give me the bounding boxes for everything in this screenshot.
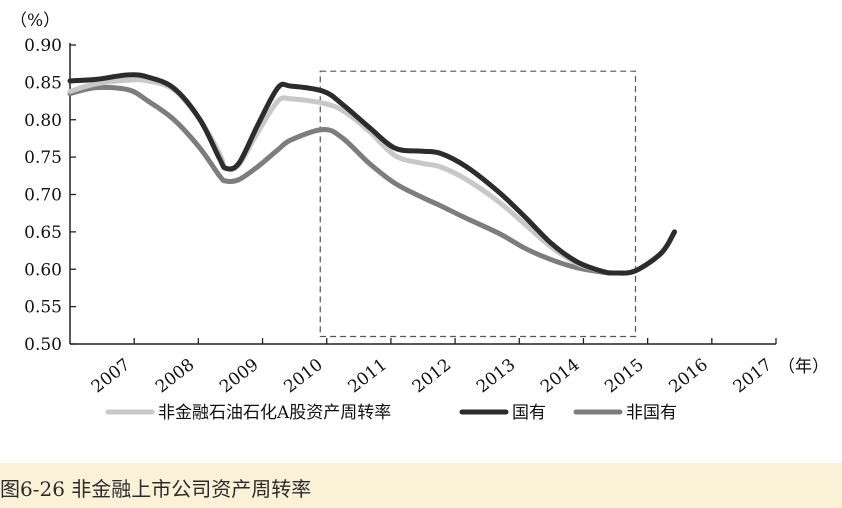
y-tick-label: 0.80 <box>24 111 62 131</box>
x-tick-label: 2007 <box>88 355 134 397</box>
caption-bar: 图6-26 非金融上市公司资产周转率 <box>0 463 842 508</box>
y-tick-label: 0.85 <box>24 73 62 93</box>
y-tick-label: 0.90 <box>24 36 62 56</box>
series-line-state-owned <box>67 72 677 276</box>
legend-item-non-state-owned: 非国有 <box>573 403 677 423</box>
legend-label: 非国有 <box>626 403 677 423</box>
x-tick-label: 2011 <box>345 355 391 397</box>
x-axis-unit-label: （年） <box>778 357 829 377</box>
y-tick-label: 0.70 <box>24 186 62 206</box>
chart-legend: 非金融石油石化A股资产周转率 国有 非国有 <box>105 403 677 423</box>
highlight-dashed-box <box>319 70 637 338</box>
x-tick-label: 2010 <box>280 355 326 397</box>
legend-label: 非金融石油石化A股资产周转率 <box>158 403 391 423</box>
x-tick-label: 2017 <box>730 355 776 397</box>
x-axis-ticks: 2007 2008 2009 2010 2011 2012 2013 2014 2015 2016… <box>88 338 777 397</box>
y-axis-unit-label: （%） <box>10 11 60 31</box>
legend-label: 国有 <box>512 403 546 423</box>
x-tick-label: 2008 <box>152 355 198 397</box>
y-tick-label: 0.50 <box>24 335 62 355</box>
highlight-box <box>319 70 637 338</box>
y-tick-label: 0.75 <box>24 148 62 168</box>
series-layer <box>67 72 677 276</box>
legend-item-nonfinancial: 非金融石油石化A股资产周转率 <box>105 403 391 423</box>
y-tick-label: 0.60 <box>24 260 62 280</box>
y-axis-ticks: 0.50 0.55 0.60 0.65 0.70 0.75 0.80 0.85 0.90 <box>24 36 76 355</box>
figure-caption: 图6-26 非金融上市公司资产周转率 <box>0 477 312 501</box>
y-tick-label: 0.65 <box>24 223 62 243</box>
series-line-non-state-owned <box>67 84 677 276</box>
line-chart: （%） （年） 0.50 0.55 0.60 0.65 0.70 0.75 0.80 0.85… <box>10 11 829 423</box>
x-tick-label: 2009 <box>216 355 262 397</box>
x-tick-label: 2012 <box>409 355 455 397</box>
y-tick-label: 0.55 <box>24 298 62 318</box>
legend-item-state-owned: 国有 <box>459 403 546 423</box>
x-tick-label: 2016 <box>665 355 711 397</box>
x-tick-label: 2014 <box>537 355 583 397</box>
x-tick-label: 2015 <box>601 355 647 397</box>
x-tick-label: 2013 <box>473 355 519 397</box>
